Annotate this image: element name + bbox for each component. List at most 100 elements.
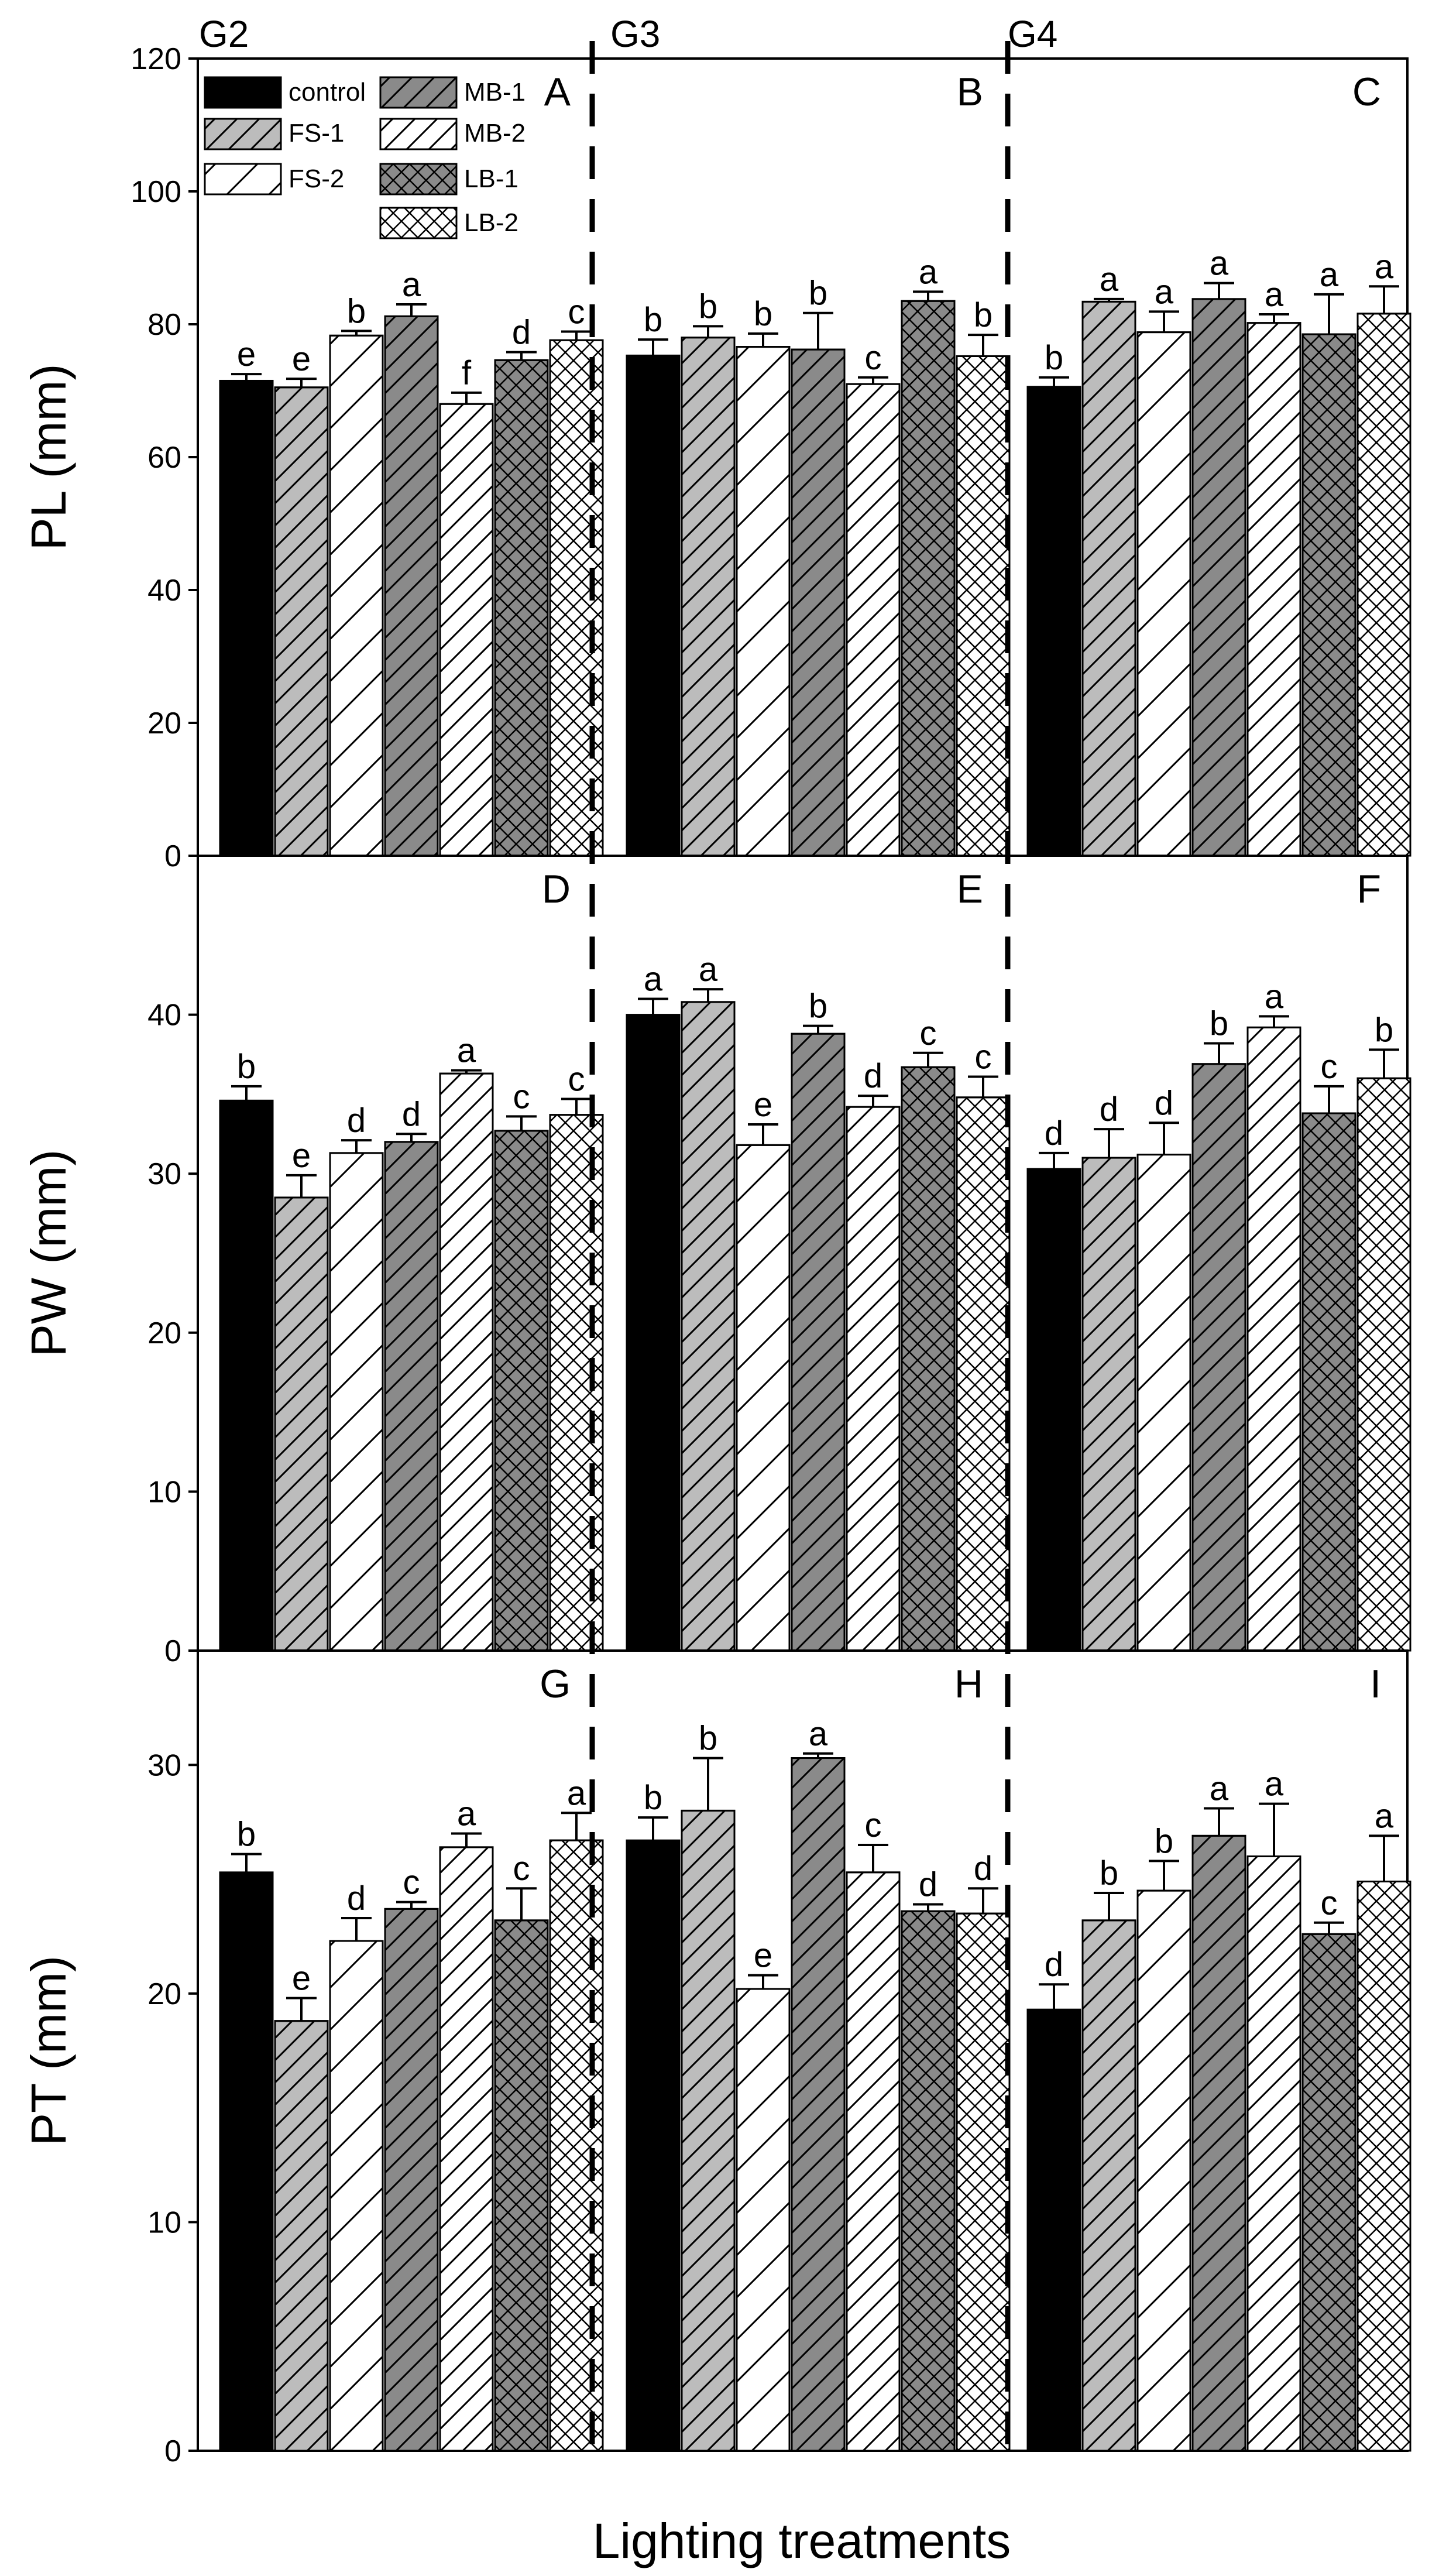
legend-entry-control: control	[204, 76, 366, 109]
legend-entry-fs2: FS-2	[204, 163, 344, 195]
significance-letter: b	[644, 1779, 662, 1817]
significance-letter: d	[974, 1850, 992, 1888]
panel-label: G	[540, 1662, 571, 1706]
bar-control: b	[219, 1048, 274, 1652]
significance-letter: d	[1045, 1114, 1063, 1152]
significance-letter: e	[237, 335, 256, 373]
significance-letter: a	[809, 1715, 828, 1753]
group-label-g4: G4	[1008, 13, 1057, 55]
y-tick-label: 40	[147, 999, 181, 1033]
significance-letter: c	[1321, 1048, 1338, 1086]
y-axis-title-pl: PL (mm)	[21, 364, 76, 551]
bar-lb1: d	[494, 314, 549, 857]
significance-letter: a	[402, 266, 421, 304]
legend-label-mb1: MB-1	[464, 78, 526, 107]
bar-fs2: b	[1136, 1822, 1191, 2452]
y-tick-label: 40	[147, 574, 181, 608]
significance-letter: d	[1155, 1084, 1173, 1122]
significance-letter: b	[699, 1720, 717, 1758]
bar-fill	[1026, 2008, 1081, 2452]
bar-pattern	[1356, 1880, 1411, 2452]
bar-fs2: d	[329, 1102, 384, 1652]
bar-pattern	[1191, 1063, 1246, 1652]
bar-lb1: c	[901, 1014, 956, 1652]
bar-fs2: d	[329, 1879, 384, 2452]
significance-letter: b	[237, 1816, 256, 1854]
bar-pattern	[736, 1144, 791, 1652]
bar-pattern	[494, 359, 549, 857]
y-tick-label: 0	[164, 1634, 181, 1668]
bar-pattern	[1301, 333, 1356, 857]
y-axis-title-pw: PW (mm)	[21, 1150, 76, 1357]
bar-lb1: c	[1301, 1884, 1356, 2452]
legend-entry-lb1: LB-1	[379, 163, 518, 195]
bar-pattern	[846, 1871, 901, 2452]
significance-letter: a	[1265, 977, 1284, 1016]
significance-letter: b	[237, 1048, 256, 1086]
significance-letter: b	[754, 295, 772, 333]
panel-label: H	[954, 1662, 983, 1706]
significance-letter: b	[1375, 1011, 1393, 1049]
bar-fill	[626, 354, 681, 857]
bar-pattern	[1246, 322, 1301, 857]
y-tick-label: 0	[164, 2434, 181, 2468]
bar-fill	[626, 1839, 681, 2452]
bar-pattern	[846, 383, 901, 857]
bar-lb1: c	[1301, 1048, 1356, 1652]
significance-letter: c	[568, 293, 585, 331]
bar-lb2: a	[1356, 1797, 1411, 2452]
bar-pattern	[1081, 1157, 1136, 1652]
significance-letter: a	[699, 951, 718, 989]
significance-letter: b	[809, 987, 827, 1025]
bar-control: b	[1026, 339, 1081, 857]
significance-letter: a	[1265, 1765, 1284, 1803]
bar-pattern	[329, 1940, 384, 2452]
bar-fs1: e	[274, 1137, 329, 1652]
panel-label: I	[1370, 1662, 1381, 1706]
significance-letter: a	[1210, 245, 1229, 283]
bar-lb2: c	[956, 1038, 1011, 1652]
significance-letter: a	[457, 1795, 476, 1833]
significance-letter: c	[975, 1038, 992, 1076]
significance-letter: b	[1155, 1822, 1173, 1860]
significance-letter: b	[644, 301, 662, 339]
bar-fill	[219, 1099, 274, 1652]
bar-pattern	[274, 1196, 329, 1652]
bar-fill	[626, 1014, 681, 1652]
bar-fs2: e	[736, 1937, 791, 2452]
significance-letter: a	[1210, 1769, 1229, 1807]
bar-pattern	[384, 1141, 439, 1652]
legend-entry-lb2: LB-2	[379, 207, 518, 239]
bar-pattern	[681, 337, 736, 857]
significance-letter: e	[754, 1937, 772, 1975]
group-label-g3: G3	[610, 13, 660, 55]
bar-fs1: a	[1081, 260, 1136, 857]
bar-pattern	[274, 2020, 329, 2452]
x-axis-title: Lighting treatments	[593, 2513, 1011, 2568]
significance-letter: a	[1155, 273, 1174, 311]
bar-pattern	[384, 1908, 439, 2452]
bar-fs1: b	[1081, 1854, 1136, 2452]
bar-pattern	[1246, 1855, 1301, 2452]
bar-pattern	[956, 355, 1011, 857]
bar-pattern	[791, 348, 846, 857]
significance-letter: d	[347, 1102, 366, 1140]
legend-entry-mb2: MB-2	[379, 118, 526, 150]
bar-pattern	[791, 1757, 846, 2452]
bar-pattern	[681, 1001, 736, 1652]
bar-lb1: d	[901, 1866, 956, 2452]
bar-fs2: b	[329, 292, 384, 857]
panel-label: A	[544, 70, 571, 114]
significance-letter: b	[699, 287, 717, 325]
significance-letter: a	[1265, 276, 1284, 314]
significance-letter: d	[402, 1095, 421, 1133]
legend-label-mb2: MB-2	[464, 119, 526, 148]
